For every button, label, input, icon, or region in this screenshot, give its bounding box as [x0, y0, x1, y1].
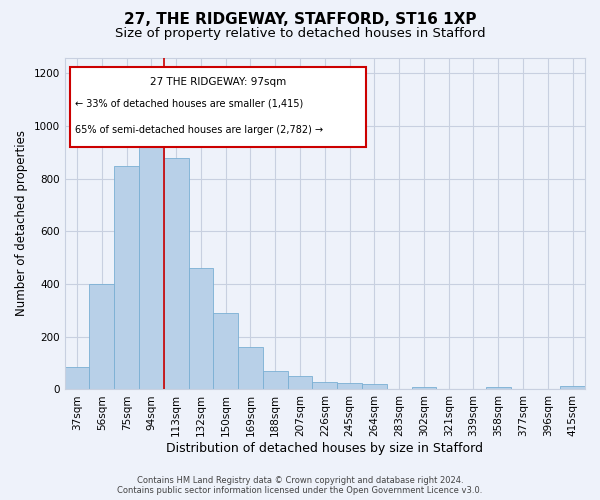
FancyBboxPatch shape	[70, 68, 367, 147]
Text: 27, THE RIDGEWAY, STAFFORD, ST16 1XP: 27, THE RIDGEWAY, STAFFORD, ST16 1XP	[124, 12, 476, 28]
Text: 27 THE RIDGEWAY: 97sqm: 27 THE RIDGEWAY: 97sqm	[150, 78, 286, 88]
Bar	[164, 158, 188, 390]
Text: Size of property relative to detached houses in Stafford: Size of property relative to detached ho…	[115, 28, 485, 40]
Text: 65% of semi-detached houses are larger (2,782) →: 65% of semi-detached houses are larger (…	[75, 124, 323, 134]
Bar	[337, 383, 362, 390]
Y-axis label: Number of detached properties: Number of detached properties	[15, 130, 28, 316]
Text: Contains HM Land Registry data © Crown copyright and database right 2024.
Contai: Contains HM Land Registry data © Crown c…	[118, 476, 482, 495]
Bar	[214, 313, 238, 390]
Bar	[238, 348, 263, 390]
Bar	[114, 166, 139, 390]
Bar	[263, 371, 287, 390]
Bar	[486, 387, 511, 390]
Bar	[287, 376, 313, 390]
Bar	[89, 284, 114, 390]
X-axis label: Distribution of detached houses by size in Stafford: Distribution of detached houses by size …	[166, 442, 484, 455]
Bar	[560, 386, 585, 390]
Text: ← 33% of detached houses are smaller (1,415): ← 33% of detached houses are smaller (1,…	[75, 98, 304, 108]
Bar	[362, 384, 387, 390]
Bar	[188, 268, 214, 390]
Bar	[139, 134, 164, 390]
Bar	[65, 367, 89, 390]
Bar	[412, 387, 436, 390]
Bar	[313, 382, 337, 390]
